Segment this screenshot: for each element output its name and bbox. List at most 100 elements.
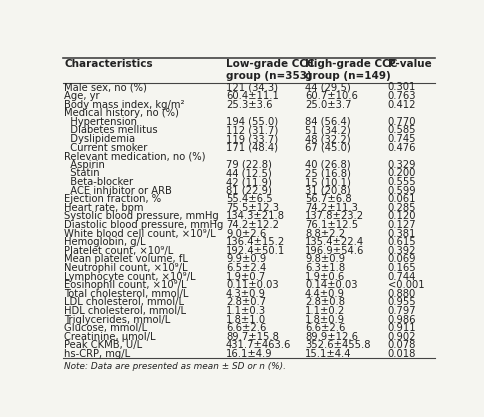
Text: 81 (22.9): 81 (22.9) bbox=[226, 186, 272, 196]
Text: 0.018: 0.018 bbox=[387, 349, 415, 359]
Text: Mean platelet volume, fL: Mean platelet volume, fL bbox=[64, 254, 188, 264]
Text: 9.9±0.9: 9.9±0.9 bbox=[226, 254, 266, 264]
Text: 137.8±23.2: 137.8±23.2 bbox=[304, 211, 363, 221]
Text: 121 (34.3): 121 (34.3) bbox=[226, 83, 277, 93]
Text: 134.3±21.8: 134.3±21.8 bbox=[226, 211, 285, 221]
Text: 0.911: 0.911 bbox=[387, 323, 415, 333]
Text: 0.797: 0.797 bbox=[387, 306, 415, 316]
Text: Body mass index, kg/m²: Body mass index, kg/m² bbox=[64, 100, 184, 110]
Text: 1.9±0.6: 1.9±0.6 bbox=[304, 271, 345, 281]
Text: Total cholesterol, mmol/L: Total cholesterol, mmol/L bbox=[64, 289, 188, 299]
Text: 119 (33.7): 119 (33.7) bbox=[226, 134, 277, 144]
Text: 0.599: 0.599 bbox=[387, 186, 415, 196]
Text: 2.8±0.7: 2.8±0.7 bbox=[226, 297, 266, 307]
Text: 0.744: 0.744 bbox=[387, 271, 415, 281]
Text: 0.412: 0.412 bbox=[387, 100, 415, 110]
Text: 8.8±2.2: 8.8±2.2 bbox=[304, 229, 344, 239]
Text: High-grade CCC
group (n=149): High-grade CCC group (n=149) bbox=[304, 59, 396, 81]
Text: 431.7±463.6: 431.7±463.6 bbox=[226, 340, 291, 350]
Text: 60.7±10.6: 60.7±10.6 bbox=[304, 91, 357, 101]
Text: Hypertension: Hypertension bbox=[64, 117, 137, 127]
Text: 74.2±11.3: 74.2±11.3 bbox=[304, 203, 357, 213]
Text: 0.770: 0.770 bbox=[387, 117, 415, 127]
Text: 55.4±6.5: 55.4±6.5 bbox=[226, 194, 272, 204]
Text: 136.4±15.2: 136.4±15.2 bbox=[226, 237, 285, 247]
Text: Heart rate, bpm: Heart rate, bpm bbox=[64, 203, 144, 213]
Text: 0.14±0.03: 0.14±0.03 bbox=[304, 280, 357, 290]
Text: 44 (29.5): 44 (29.5) bbox=[304, 83, 350, 93]
Text: Lymphocyte count, ×10⁹/L: Lymphocyte count, ×10⁹/L bbox=[64, 271, 196, 281]
Text: 1.8±1.0: 1.8±1.0 bbox=[226, 314, 266, 324]
Text: 0.880: 0.880 bbox=[387, 289, 415, 299]
Text: 171 (48.4): 171 (48.4) bbox=[226, 143, 277, 153]
Text: Relevant medication, no (%): Relevant medication, no (%) bbox=[64, 151, 206, 161]
Text: 16.1±4.9: 16.1±4.9 bbox=[226, 349, 272, 359]
Text: 4.3±0.9: 4.3±0.9 bbox=[226, 289, 265, 299]
Text: 42 (11.9): 42 (11.9) bbox=[226, 177, 272, 187]
Text: 135.4±22.4: 135.4±22.4 bbox=[304, 237, 363, 247]
Text: Creatinine, μmol/L: Creatinine, μmol/L bbox=[64, 332, 155, 342]
Text: 0.165: 0.165 bbox=[387, 263, 415, 273]
Text: Dyslipidemia: Dyslipidemia bbox=[64, 134, 135, 144]
Text: 9.8±0.9: 9.8±0.9 bbox=[304, 254, 344, 264]
Text: 2.8±0.8: 2.8±0.8 bbox=[304, 297, 344, 307]
Text: 0.585: 0.585 bbox=[387, 126, 415, 136]
Text: Male sex, no (%): Male sex, no (%) bbox=[64, 83, 147, 93]
Text: 84 (56.4): 84 (56.4) bbox=[304, 117, 350, 127]
Text: Neutrophil count, ×10⁹/L: Neutrophil count, ×10⁹/L bbox=[64, 263, 187, 273]
Text: 48 (32.2): 48 (32.2) bbox=[304, 134, 350, 144]
Text: 0.476: 0.476 bbox=[387, 143, 415, 153]
Text: 0.745: 0.745 bbox=[387, 134, 415, 144]
Text: 89.7±15.8: 89.7±15.8 bbox=[226, 332, 278, 342]
Text: 56.7±6.8: 56.7±6.8 bbox=[304, 194, 351, 204]
Text: Eosinophil count, ×10⁹/L: Eosinophil count, ×10⁹/L bbox=[64, 280, 186, 290]
Text: Peak CKMB, U/L: Peak CKMB, U/L bbox=[64, 340, 142, 350]
Text: Glucose, mmol/L: Glucose, mmol/L bbox=[64, 323, 147, 333]
Text: 0.902: 0.902 bbox=[387, 332, 415, 342]
Text: Low-grade CCC
group (n=353): Low-grade CCC group (n=353) bbox=[226, 59, 314, 81]
Text: Statin: Statin bbox=[64, 168, 100, 178]
Text: 0.986: 0.986 bbox=[387, 314, 415, 324]
Text: 4.4±0.9: 4.4±0.9 bbox=[304, 289, 344, 299]
Text: 0.069: 0.069 bbox=[387, 254, 415, 264]
Text: 0.078: 0.078 bbox=[387, 340, 415, 350]
Text: 1.1±0.3: 1.1±0.3 bbox=[226, 306, 266, 316]
Text: 79 (22.8): 79 (22.8) bbox=[226, 160, 272, 170]
Text: P-value: P-value bbox=[387, 59, 430, 69]
Text: 6.3±1.8: 6.3±1.8 bbox=[304, 263, 344, 273]
Text: 75.5±12.3: 75.5±12.3 bbox=[226, 203, 278, 213]
Text: Age, yr: Age, yr bbox=[64, 91, 100, 101]
Text: Diabetes mellitus: Diabetes mellitus bbox=[64, 126, 158, 136]
Text: 352.6±455.8: 352.6±455.8 bbox=[304, 340, 370, 350]
Text: 6.5±2.4: 6.5±2.4 bbox=[226, 263, 266, 273]
Text: 74.2±12.2: 74.2±12.2 bbox=[226, 220, 278, 230]
Text: <0.001: <0.001 bbox=[387, 280, 424, 290]
Text: Hemoglobin, g/L: Hemoglobin, g/L bbox=[64, 237, 146, 247]
Text: 0.392: 0.392 bbox=[387, 246, 415, 256]
Text: Note: Data are presented as mean ± SD or n (%).: Note: Data are presented as mean ± SD or… bbox=[64, 362, 286, 371]
Text: 1.8±0.9: 1.8±0.9 bbox=[304, 314, 344, 324]
Text: 0.955: 0.955 bbox=[387, 297, 415, 307]
Text: Current smoker: Current smoker bbox=[64, 143, 148, 153]
Text: ACE inhibitor or ARB: ACE inhibitor or ARB bbox=[64, 186, 172, 196]
Text: 1.9±0.7: 1.9±0.7 bbox=[226, 271, 266, 281]
Text: 1.1±0.2: 1.1±0.2 bbox=[304, 306, 345, 316]
Text: 0.127: 0.127 bbox=[387, 220, 415, 230]
Text: 25 (16.8): 25 (16.8) bbox=[304, 168, 350, 178]
Text: 0.200: 0.200 bbox=[387, 168, 415, 178]
Text: 0.120: 0.120 bbox=[387, 211, 415, 221]
Text: 0.301: 0.301 bbox=[387, 83, 415, 93]
Text: 76.1±12.5: 76.1±12.5 bbox=[304, 220, 357, 230]
Text: 112 (31.7): 112 (31.7) bbox=[226, 126, 278, 136]
Text: HDL cholesterol, mmol/L: HDL cholesterol, mmol/L bbox=[64, 306, 186, 316]
Text: 0.285: 0.285 bbox=[387, 203, 415, 213]
Text: White blood cell count, ×10⁹/L: White blood cell count, ×10⁹/L bbox=[64, 229, 215, 239]
Text: 25.3±3.6: 25.3±3.6 bbox=[226, 100, 272, 110]
Text: 25.0±3.7: 25.0±3.7 bbox=[304, 100, 351, 110]
Text: 15 (10.1): 15 (10.1) bbox=[304, 177, 350, 187]
Text: 15.1±4.4: 15.1±4.4 bbox=[304, 349, 351, 359]
Text: Triglycerides, mmol/L: Triglycerides, mmol/L bbox=[64, 314, 170, 324]
Text: 194 (55.0): 194 (55.0) bbox=[226, 117, 277, 127]
Text: 0.11±0.03: 0.11±0.03 bbox=[226, 280, 278, 290]
Text: 6.6±2.6: 6.6±2.6 bbox=[226, 323, 266, 333]
